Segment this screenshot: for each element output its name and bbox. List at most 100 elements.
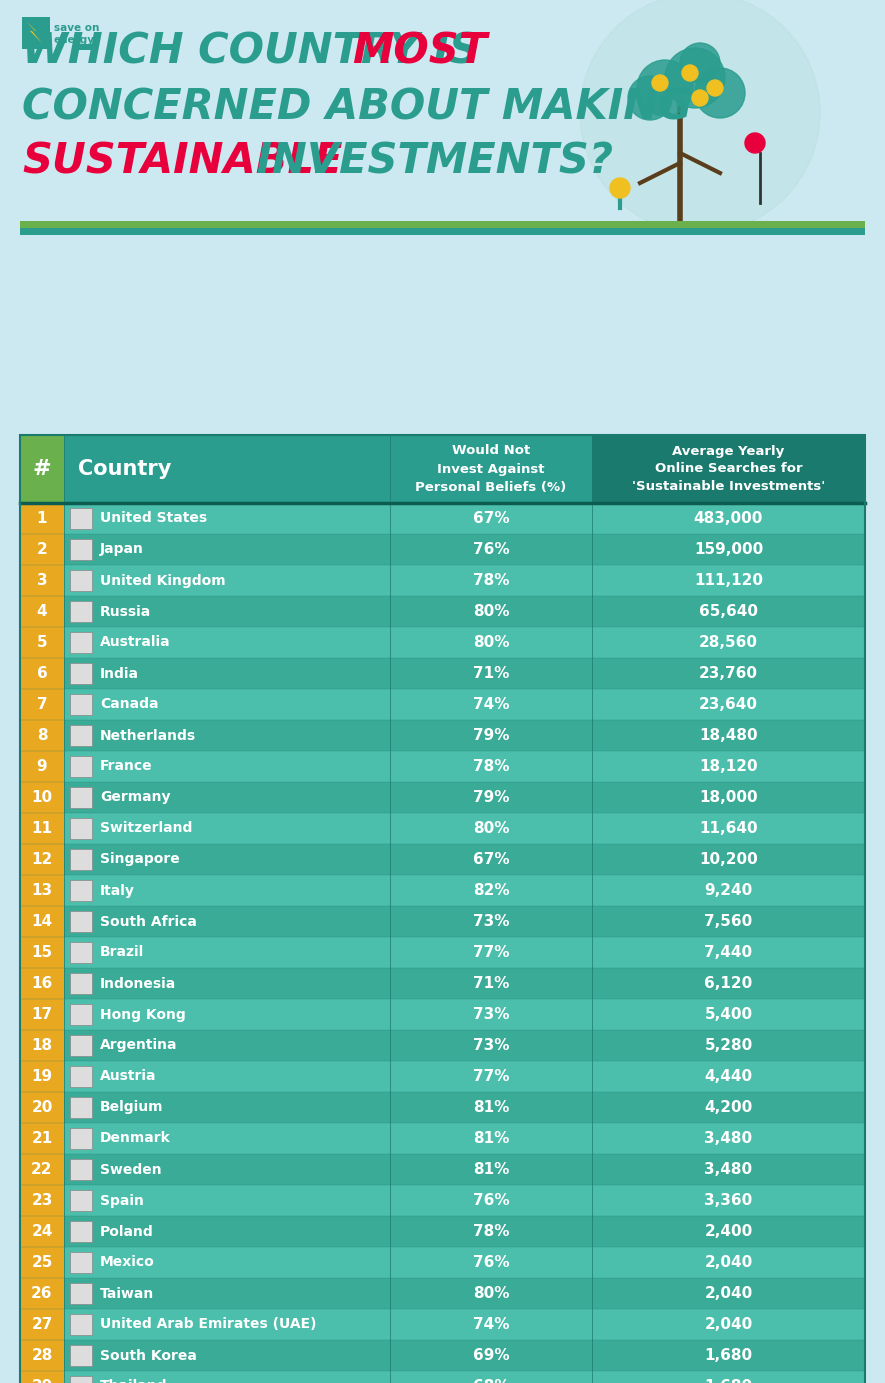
Text: 78%: 78% (473, 573, 509, 588)
Text: 80%: 80% (473, 1286, 509, 1301)
FancyBboxPatch shape (64, 751, 390, 781)
FancyBboxPatch shape (390, 566, 592, 596)
Text: 3,480: 3,480 (704, 1162, 752, 1177)
FancyBboxPatch shape (64, 875, 390, 906)
FancyBboxPatch shape (70, 632, 92, 653)
Text: 10,200: 10,200 (699, 852, 758, 867)
Text: 82%: 82% (473, 882, 509, 898)
FancyBboxPatch shape (64, 968, 390, 999)
FancyBboxPatch shape (390, 658, 592, 689)
Text: Indonesia: Indonesia (100, 976, 176, 990)
FancyBboxPatch shape (592, 906, 865, 938)
Text: SUSTAINABLE: SUSTAINABLE (22, 141, 342, 183)
Text: 80%: 80% (473, 604, 509, 620)
FancyBboxPatch shape (70, 1097, 92, 1117)
FancyBboxPatch shape (20, 228, 865, 235)
Text: 18,480: 18,480 (699, 727, 758, 743)
FancyBboxPatch shape (70, 570, 92, 591)
FancyBboxPatch shape (592, 1123, 865, 1153)
Text: 79%: 79% (473, 727, 509, 743)
Text: 2,040: 2,040 (704, 1286, 752, 1301)
FancyBboxPatch shape (390, 781, 592, 813)
Text: 76%: 76% (473, 1254, 509, 1270)
Text: 4: 4 (36, 604, 47, 620)
Text: 26: 26 (31, 1286, 53, 1301)
FancyBboxPatch shape (390, 503, 592, 534)
FancyBboxPatch shape (20, 1093, 64, 1123)
Text: 78%: 78% (473, 759, 509, 774)
Text: 10: 10 (32, 790, 52, 805)
Circle shape (652, 75, 668, 91)
Text: 15: 15 (32, 945, 52, 960)
FancyBboxPatch shape (70, 911, 92, 932)
FancyBboxPatch shape (64, 689, 390, 721)
FancyBboxPatch shape (70, 662, 92, 685)
FancyBboxPatch shape (20, 1278, 64, 1308)
FancyBboxPatch shape (592, 751, 865, 781)
FancyBboxPatch shape (20, 1185, 64, 1216)
Text: 19: 19 (32, 1069, 52, 1084)
FancyBboxPatch shape (64, 1340, 390, 1371)
FancyBboxPatch shape (592, 781, 865, 813)
Circle shape (637, 59, 693, 116)
FancyBboxPatch shape (70, 1376, 92, 1383)
FancyBboxPatch shape (70, 539, 92, 560)
Text: 9: 9 (36, 759, 47, 774)
Text: Sweden: Sweden (100, 1163, 162, 1177)
Text: 111,120: 111,120 (694, 573, 763, 588)
Text: South Korea: South Korea (100, 1348, 196, 1362)
FancyBboxPatch shape (592, 1093, 865, 1123)
FancyBboxPatch shape (70, 942, 92, 963)
FancyBboxPatch shape (20, 1340, 64, 1371)
FancyBboxPatch shape (64, 1247, 390, 1278)
Text: 1,680: 1,680 (704, 1379, 752, 1383)
FancyBboxPatch shape (20, 658, 64, 689)
Text: 24: 24 (31, 1224, 53, 1239)
Text: INVESTMENTS?: INVESTMENTS? (242, 141, 613, 183)
FancyBboxPatch shape (20, 968, 64, 999)
FancyBboxPatch shape (592, 436, 865, 503)
Text: 18,120: 18,120 (699, 759, 758, 774)
Text: 23,760: 23,760 (699, 667, 758, 680)
FancyBboxPatch shape (64, 658, 390, 689)
FancyBboxPatch shape (390, 844, 592, 875)
Text: 81%: 81% (473, 1162, 509, 1177)
Text: #: # (33, 459, 51, 479)
FancyBboxPatch shape (70, 1066, 92, 1087)
FancyBboxPatch shape (20, 1371, 64, 1383)
Polygon shape (26, 21, 42, 43)
Circle shape (580, 0, 820, 232)
FancyBboxPatch shape (390, 689, 592, 721)
FancyBboxPatch shape (20, 813, 64, 844)
Circle shape (680, 43, 720, 83)
Text: 1: 1 (37, 510, 47, 526)
FancyBboxPatch shape (390, 1247, 592, 1278)
FancyBboxPatch shape (592, 1216, 865, 1247)
Text: 4,200: 4,200 (704, 1099, 752, 1115)
FancyBboxPatch shape (390, 626, 592, 658)
Text: Argentina: Argentina (100, 1039, 178, 1052)
FancyBboxPatch shape (64, 503, 390, 534)
Text: 18,000: 18,000 (699, 790, 758, 805)
FancyBboxPatch shape (390, 1278, 592, 1308)
Text: 67%: 67% (473, 852, 509, 867)
FancyBboxPatch shape (592, 875, 865, 906)
FancyBboxPatch shape (592, 999, 865, 1030)
FancyBboxPatch shape (20, 1308, 64, 1340)
FancyBboxPatch shape (70, 1034, 92, 1057)
FancyBboxPatch shape (390, 1123, 592, 1153)
Text: 73%: 73% (473, 1039, 509, 1052)
FancyBboxPatch shape (592, 1371, 865, 1383)
FancyBboxPatch shape (592, 1061, 865, 1093)
FancyBboxPatch shape (64, 1061, 390, 1093)
Text: 67%: 67% (473, 510, 509, 526)
FancyBboxPatch shape (592, 721, 865, 751)
Text: Austria: Austria (100, 1069, 157, 1083)
Text: Italy: Italy (100, 884, 135, 898)
FancyBboxPatch shape (592, 689, 865, 721)
Text: 6: 6 (36, 667, 48, 680)
Text: Thailand: Thailand (100, 1379, 167, 1383)
Text: 11,640: 11,640 (699, 822, 758, 835)
Text: 25: 25 (31, 1254, 53, 1270)
FancyBboxPatch shape (70, 880, 92, 900)
